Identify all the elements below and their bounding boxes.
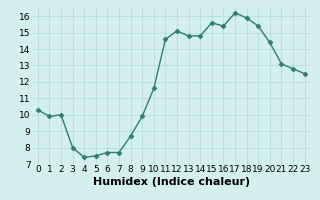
X-axis label: Humidex (Indice chaleur): Humidex (Indice chaleur): [92, 177, 250, 187]
